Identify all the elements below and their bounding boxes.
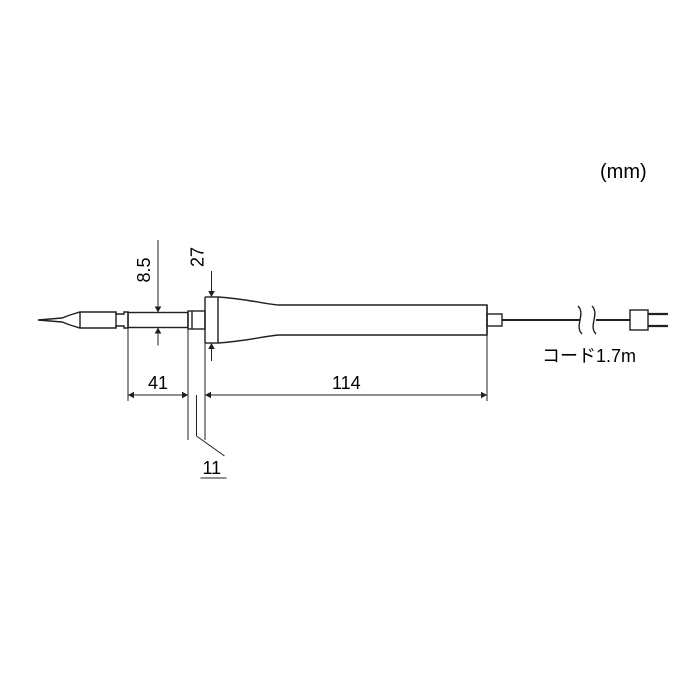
unit-label: (mm) [600, 161, 647, 183]
dim-shaft-dia: 8.5 [134, 257, 154, 282]
cord-label: コード1.7m [542, 346, 636, 366]
dim-collar-length: 11 [203, 458, 222, 478]
dim-tip-length: 41 [148, 373, 168, 393]
dim-handle-length: 114 [332, 373, 361, 393]
dim-handle-dia: 27 [188, 247, 208, 267]
